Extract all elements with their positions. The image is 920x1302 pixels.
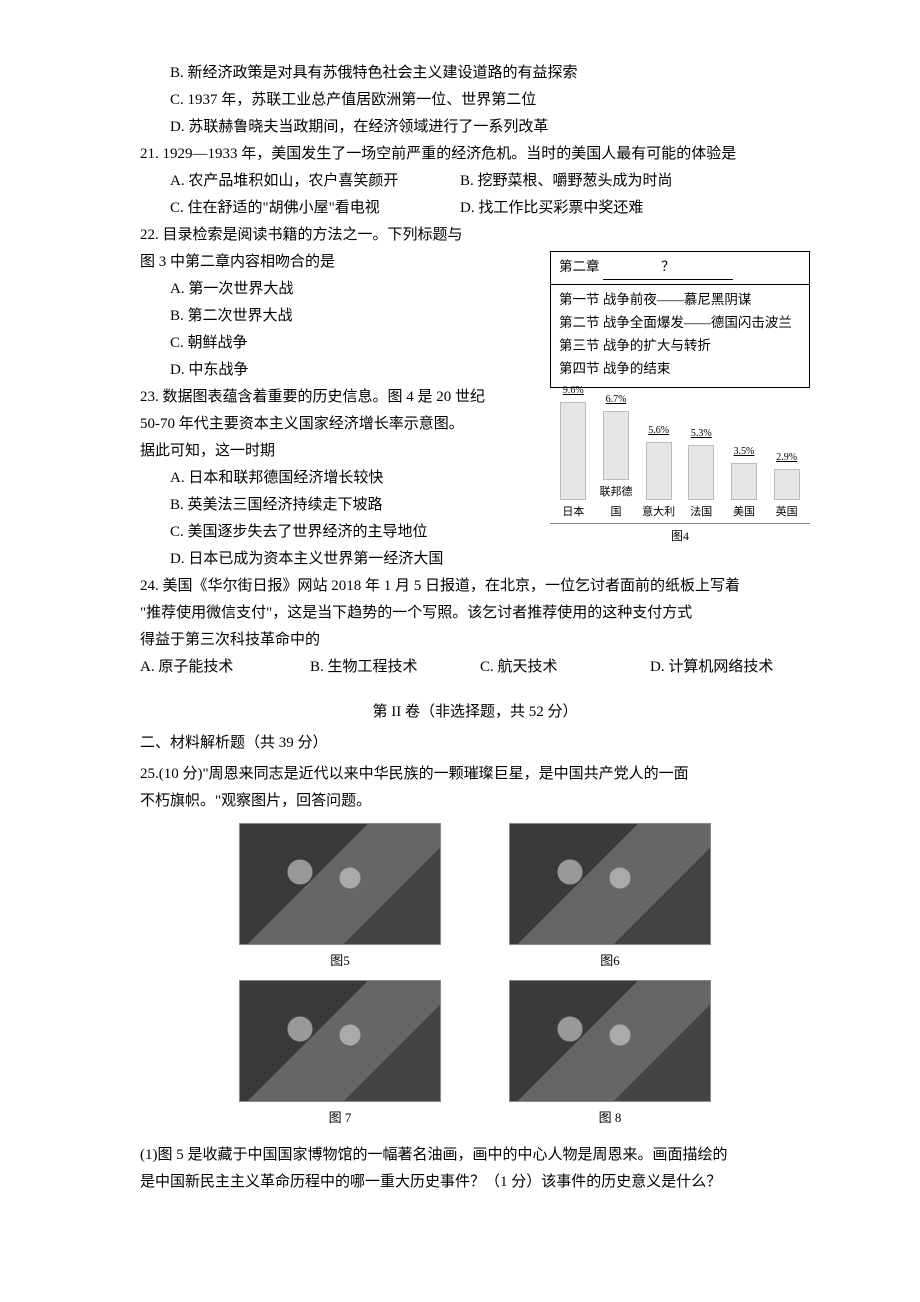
chapter-box: 第二章 ？ 第一节 战争前夜——慕尼黑阴谋 第二节 战争全面爆发——德国闪击波兰… — [550, 251, 810, 388]
q22-stem-1: 22. 目录检索是阅读书籍的方法之一。下列标题与 — [140, 222, 810, 249]
q23-stem-1: 23. 数据图表蕴含着重要的历史信息。图 4 是 20 世纪 — [140, 384, 810, 411]
q24-opt-d: D. 计算机网络技术 — [650, 654, 773, 681]
q25-sub1-line2: 是中国新民主主义革命历程中的哪一重大历史事件？（1 分）该事件的历史意义是什么？ — [140, 1169, 810, 1196]
chart-bar: 6.7%联邦德国 — [599, 391, 633, 523]
chart-bar: 9.6%日本 — [556, 382, 590, 523]
q24-opt-a: A. 原子能技术 — [140, 654, 310, 681]
q24-stem-3: 得益于第三次科技革命中的 — [140, 627, 810, 654]
q24-opt-c: C. 航天技术 — [480, 654, 650, 681]
figure-7-image — [239, 980, 441, 1102]
figure-8-image — [509, 980, 711, 1102]
chapter-section: 第一节 战争前夜——慕尼黑阴谋 — [559, 289, 801, 312]
figure-5-image — [239, 823, 441, 945]
chart-caption: 图4 — [550, 526, 810, 548]
chart-bar: 5.3%法国 — [684, 425, 718, 523]
growth-chart: 9.6%日本6.7%联邦德国5.6%意大利5.3%法国3.5%美国2.9%英国 … — [550, 413, 810, 548]
figure-6-image — [509, 823, 711, 945]
q24-stem-2: "推荐使用微信支付"，这是当下趋势的一个写照。该乞讨者推荐使用的这种支付方式 — [140, 600, 810, 627]
chapter-section: 第三节 战争的扩大与转折 — [559, 335, 801, 358]
figure-grid: 图5 图6 图 7 图 8 — [140, 823, 810, 1130]
q23-opt-d: D. 日本已成为资本主义世界第一经济大国 — [140, 546, 810, 573]
q25-stem-2: 不朽旗帜。"观察图片，回答问题。 — [140, 788, 810, 815]
chapter-section: 第二节 战争全面爆发——德国闪击波兰 — [559, 312, 801, 335]
q20-opt-b: B. 新经济政策是对具有苏俄特色社会主义建设道路的有益探索 — [140, 60, 810, 87]
q21-opt-b: B. 挖野菜根、嚼野葱头成为时尚 — [460, 168, 720, 195]
q21-stem: 21. 1929—1933 年，美国发生了一场空前严重的经济危机。当时的美国人最… — [140, 141, 810, 168]
q24-opt-b: B. 生物工程技术 — [310, 654, 480, 681]
chart-bar: 5.6%意大利 — [642, 422, 676, 523]
figure-7-caption: 图 7 — [235, 1106, 445, 1129]
chapter-blank: ？ — [603, 256, 733, 280]
q25-sub1-line1: (1)图 5 是收藏于中国国家博物馆的一幅著名油画，画中的中心人物是周恩来。画面… — [140, 1142, 810, 1169]
q20-opt-c: C. 1937 年，苏联工业总产值居欧洲第一位、世界第二位 — [140, 87, 810, 114]
q24-stem-1: 24. 美国《华尔街日报》网站 2018 年 1 月 5 日报道，在北京，一位乞… — [140, 573, 810, 600]
part2-title: 第 II 卷（非选择题，共 52 分） — [140, 699, 810, 726]
q21-opt-a: A. 农产品堆积如山，农户喜笑颜开 — [170, 168, 460, 195]
chapter-section: 第四节 战争的结束 — [559, 358, 801, 381]
figure-6-caption: 图6 — [505, 949, 715, 972]
q21-opt-d: D. 找工作比买彩票中奖还难 — [460, 195, 720, 222]
part2-heading: 二、材料解析题（共 39 分） — [140, 730, 810, 757]
chart-bar: 2.9%英国 — [770, 449, 804, 523]
q21-opt-c: C. 住在舒适的"胡佛小屋"看电视 — [170, 195, 460, 222]
chart-bar: 3.5%美国 — [727, 443, 761, 523]
figure-5-caption: 图5 — [235, 949, 445, 972]
q20-opt-d: D. 苏联赫鲁晓夫当政期间，在经济领域进行了一系列改革 — [140, 114, 810, 141]
figure-8-caption: 图 8 — [505, 1106, 715, 1129]
chapter-label: 第二章 — [559, 259, 600, 274]
q25-stem-1: 25.(10 分)"周恩来同志是近代以来中华民族的一颗璀璨巨星，是中国共产党人的… — [140, 761, 810, 788]
